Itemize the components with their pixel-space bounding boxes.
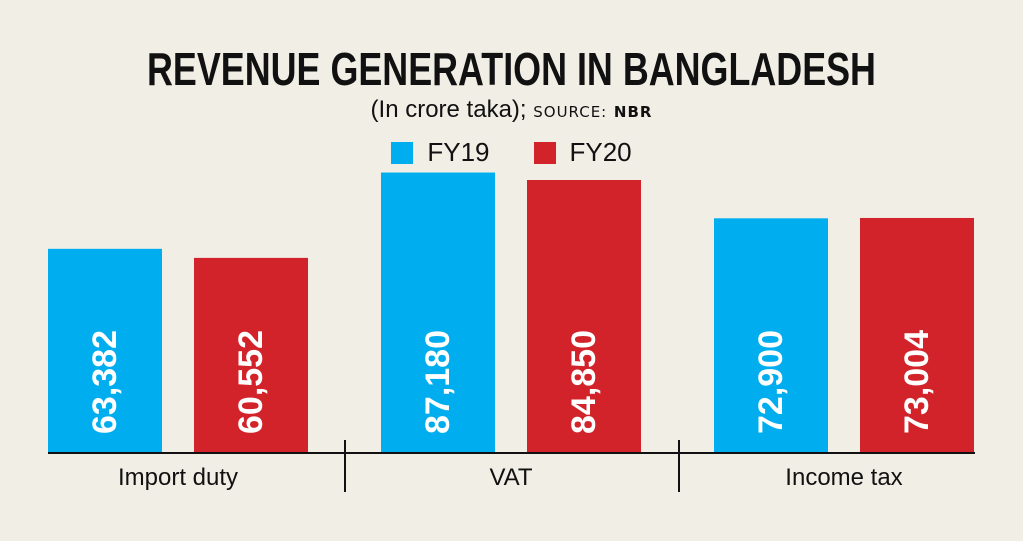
bar-fy19-1 bbox=[381, 172, 495, 452]
legend-swatch-fy19 bbox=[391, 141, 414, 164]
legend-swatch-fy20 bbox=[533, 141, 556, 164]
bar-fy20-1 bbox=[527, 179, 641, 452]
chart-subtitle: (In crore taka); SOURCE: NBR bbox=[0, 96, 1023, 124]
chart-title: REVENUE GENERATION IN BANGLADESH bbox=[147, 43, 876, 95]
data-label: 60,552 bbox=[232, 330, 270, 434]
x-tick-label: VAT bbox=[489, 464, 532, 491]
legend-label-fy19: FY19 bbox=[427, 137, 490, 167]
legend-item-fy19: FY19 bbox=[391, 137, 490, 168]
legend-label-fy20: FY20 bbox=[569, 137, 632, 167]
data-label: 72,900 bbox=[752, 330, 790, 434]
data-label: 73,004 bbox=[898, 330, 936, 434]
x-tick-label: Import duty bbox=[118, 464, 238, 491]
data-label: 63,382 bbox=[86, 330, 124, 434]
data-label: 84,850 bbox=[565, 330, 603, 434]
x-tick-label: Income tax bbox=[785, 464, 902, 491]
bar-fy19-0 bbox=[48, 248, 162, 452]
data-label: 87,180 bbox=[419, 330, 457, 434]
source-name: NBR bbox=[613, 103, 653, 121]
source-label: SOURCE: bbox=[533, 103, 608, 121]
legend: FY19 FY20 bbox=[0, 137, 1023, 168]
bar-fy20-2 bbox=[860, 217, 974, 452]
bar-fy19-2 bbox=[714, 218, 828, 452]
unit-note: (In crore taka); bbox=[370, 96, 527, 123]
bar-fy20-0 bbox=[194, 257, 308, 452]
legend-item-fy20: FY20 bbox=[533, 137, 632, 168]
